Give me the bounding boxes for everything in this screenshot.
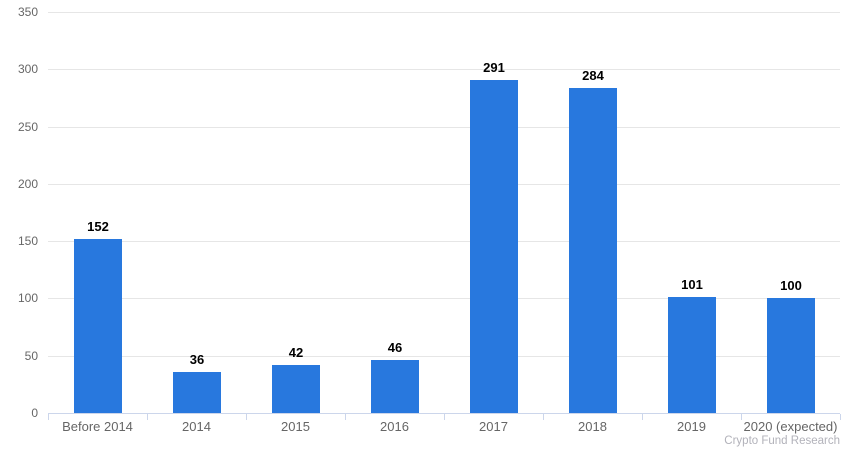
axis-tick: [246, 414, 247, 420]
bar-2017[interactable]: [470, 80, 518, 413]
bar-value-label: 284: [582, 68, 604, 83]
y-axis-label: 350: [17, 5, 38, 19]
y-axis-label: 200: [17, 177, 38, 191]
axis-tick: [840, 414, 841, 420]
axis-tick: [543, 414, 544, 420]
x-axis-label: Before 2014: [62, 419, 133, 434]
bar-2019[interactable]: [668, 297, 716, 413]
bar-value-label: 291: [483, 60, 505, 75]
bar-2015[interactable]: [272, 365, 320, 413]
bar-value-label: 101: [681, 277, 703, 292]
x-axis-label: 2015: [281, 419, 310, 434]
y-axis-label: 50: [24, 349, 38, 363]
bar-value-label: 46: [387, 340, 403, 355]
y-axis-label: 0: [31, 406, 38, 420]
gridline: [48, 356, 840, 357]
x-axis-label: 2017: [479, 419, 508, 434]
bar-value-label: 100: [780, 278, 802, 293]
bar-before-2014[interactable]: [74, 239, 122, 413]
axis-tick: [48, 414, 49, 420]
bar-2018[interactable]: [569, 88, 617, 413]
axis-tick: [345, 414, 346, 420]
axis-tick: [147, 414, 148, 420]
x-axis-label: 2018: [578, 419, 607, 434]
bar-value-label: 152: [87, 219, 109, 234]
bar-2016[interactable]: [371, 360, 419, 413]
gridline: [48, 69, 840, 70]
gridline: [48, 184, 840, 185]
gridline: [48, 12, 840, 13]
bar-value-label: 36: [189, 352, 205, 367]
bar-2020-expected[interactable]: [767, 298, 815, 413]
axis-tick: [642, 414, 643, 420]
y-axis-label: 250: [17, 120, 38, 134]
x-axis-line: [48, 413, 840, 414]
axis-tick: [444, 414, 445, 420]
gridline: [48, 127, 840, 128]
y-axis-label: 300: [17, 62, 38, 76]
x-axis-label: 2019: [677, 419, 706, 434]
gridline: [48, 298, 840, 299]
source-attribution: Crypto Fund Research: [724, 435, 840, 447]
bar-2014[interactable]: [173, 372, 221, 413]
x-axis-label: 2016: [380, 419, 409, 434]
y-axis-label: 150: [17, 234, 38, 248]
bar-value-label: 42: [288, 345, 304, 360]
axis-tick: [741, 414, 742, 420]
x-axis-label: 2020 (expected): [743, 419, 838, 434]
x-axis-label: 2014: [182, 419, 211, 434]
gridline: [48, 241, 840, 242]
y-axis-label: 100: [17, 291, 38, 305]
